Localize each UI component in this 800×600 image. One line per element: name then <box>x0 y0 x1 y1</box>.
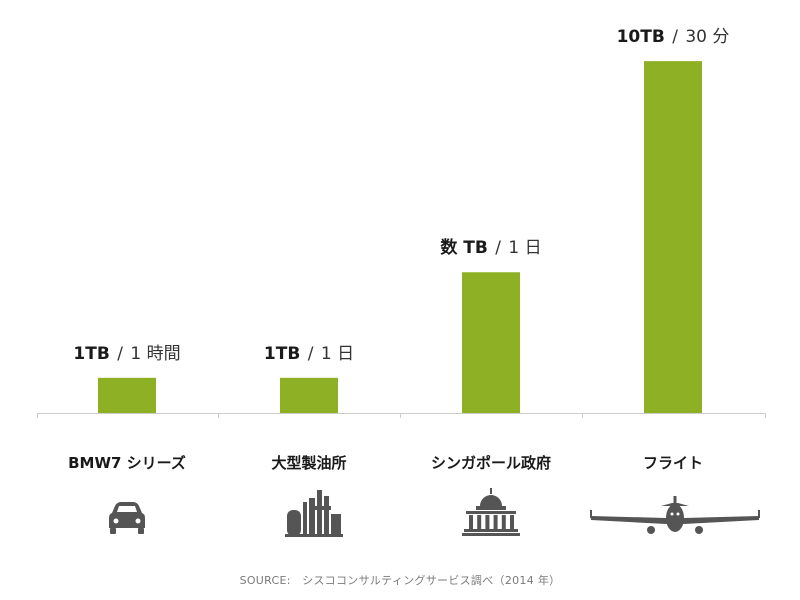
data-label-separator: / <box>302 343 319 364</box>
data-label-1: 1TB / 1 時間 <box>37 339 217 364</box>
airplane-icon <box>590 496 760 534</box>
source-note: SOURCE: シスココンサルティングサービス調べ（2014 年） <box>239 574 561 587</box>
refinery-icon <box>285 490 343 537</box>
data-label-separator: / <box>111 343 129 364</box>
government-building-icon <box>462 488 520 536</box>
bar-2 <box>280 377 338 413</box>
data-label-amount: 1TB <box>73 343 110 364</box>
data-label-amount: 10TB <box>616 27 665 48</box>
bar-1 <box>98 377 156 413</box>
data-label-separator: / <box>666 27 684 48</box>
data-label-separator: / <box>489 238 507 259</box>
category-label-1: BMW7 シリーズ <box>68 454 186 472</box>
data-label-amount: 1TB <box>263 343 301 364</box>
category-label-4: フライト <box>642 454 703 472</box>
data-label-rate: 1 日 <box>320 343 355 364</box>
category-label-3: シンガポール政府 <box>430 454 551 472</box>
data-label-amount: 数 TB <box>440 238 488 259</box>
data-label-rate: 1 日 <box>508 238 542 259</box>
data-label-3: 数 TB / 1 日 <box>401 233 581 258</box>
data-label-2: 1TB / 1 日 <box>219 339 399 364</box>
bar-4 <box>644 61 702 413</box>
data-label-rate: 1 時間 <box>130 343 181 364</box>
car-icon <box>109 502 145 534</box>
bar-3 <box>462 272 520 413</box>
category-label-2: 大型製油所 <box>271 454 347 472</box>
data-label-4: 10TB / 30 分 <box>583 22 763 47</box>
data-label-rate: 30 分 <box>685 27 730 48</box>
